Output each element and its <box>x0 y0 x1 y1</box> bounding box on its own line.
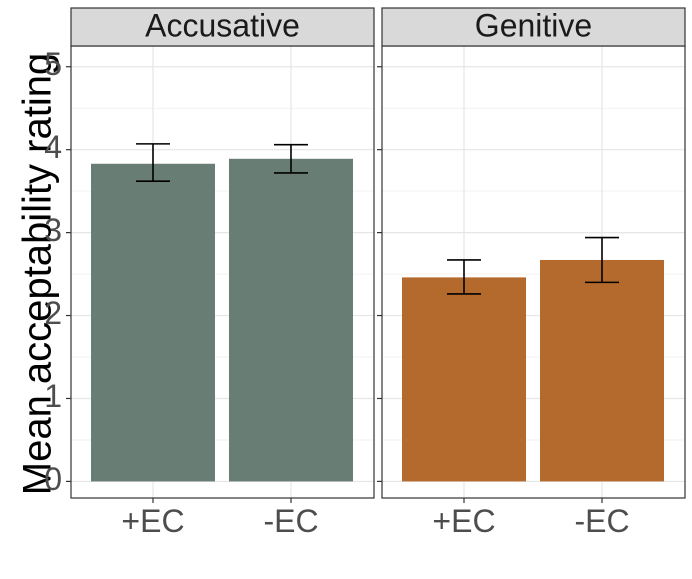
y-axis-label: Mean acceptability rating <box>16 53 60 495</box>
y-tick-label: 2 <box>44 295 62 331</box>
bar-accusative-plus-ec <box>91 163 215 482</box>
error-bar <box>447 259 481 295</box>
x-tick-label: +EC <box>121 503 184 539</box>
error-bar <box>585 236 619 284</box>
x-tick-label: +EC <box>432 503 495 539</box>
bar-accusative-minus-ec <box>229 158 353 482</box>
facet-strip-label: Accusative <box>145 7 300 43</box>
error-bar <box>136 143 170 182</box>
bar-genitive-minus-ec <box>540 259 664 482</box>
y-tick-label: 5 <box>44 46 62 82</box>
y-tick-label: 1 <box>44 378 62 414</box>
facet-strip <box>381 7 686 47</box>
facet-strip <box>70 7 375 47</box>
facet-strip-label: Genitive <box>475 7 592 43</box>
panels-layer: +EC -EC Accusative 0 1 2 3 4 5 +EC -EC Genitive <box>44 7 686 539</box>
facet-panel-genitive: +EC -EC Genitive <box>377 7 686 539</box>
y-tick-label: 4 <box>44 129 62 165</box>
facet-panel-accusative: +EC -EC Accusative 0 1 2 3 4 5 <box>44 7 375 539</box>
x-tick-label: -EC <box>574 503 629 539</box>
y-tick-label: 0 <box>44 461 62 497</box>
x-tick-label: -EC <box>263 503 318 539</box>
y-tick-label: 3 <box>44 212 62 248</box>
error-bar <box>274 143 308 174</box>
bar-genitive-plus-ec <box>402 277 526 482</box>
